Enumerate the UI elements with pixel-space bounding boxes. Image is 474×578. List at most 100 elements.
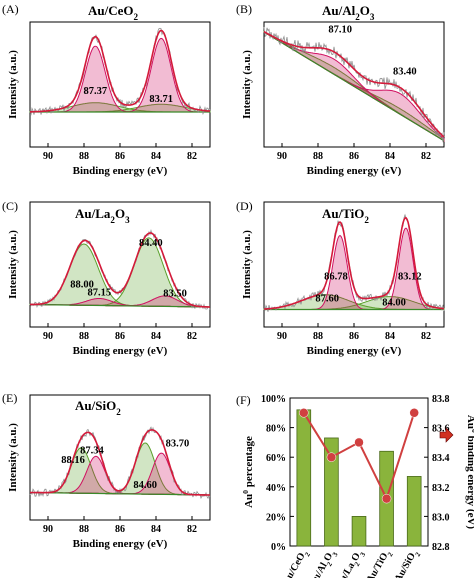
peak-label: 88.16 [61, 455, 85, 466]
y-right-tick-label: 82.8 [432, 542, 450, 553]
plot-frame [29, 21, 211, 148]
x-tick-label: 84 [385, 151, 395, 162]
peak-label: 83.50 [163, 288, 187, 299]
y-axis-label: Intensity (a.u.) [241, 50, 253, 119]
y-left-tick-label: 100% [261, 394, 286, 405]
x-tick-label: 90 [43, 151, 53, 162]
x-tick-label: 88 [79, 331, 89, 342]
y-right-axis-label: Au0 binding energy (eV) [465, 415, 474, 529]
spectrum-panel-4: 90 88 86 84 82 Binding energy (eV) Intensity (… [236, 199, 445, 357]
x-tick-label: 82 [187, 151, 197, 162]
peak-label: 83.71 [149, 94, 173, 105]
panel-letter: (F) [236, 393, 251, 407]
peak-label: 86.78 [324, 272, 348, 283]
x-tick-label: 90 [43, 524, 53, 535]
category-label: Au/SiO2 [393, 548, 423, 578]
x-tick-label: 90 [277, 151, 287, 162]
y-axis-label: Intensity (a.u.) [7, 50, 19, 119]
x-tick-label: 82 [187, 524, 197, 535]
peak-label: 87.34 [80, 445, 104, 456]
panel-title: Au/La2O3 [75, 206, 130, 225]
y-left-tick-label: 60% [266, 453, 286, 464]
x-axis-label: Binding energy (eV) [307, 345, 402, 357]
y-left-tick-label: 20% [266, 512, 286, 523]
envelope-fit [30, 29, 211, 113]
y-left-axis-label: Au0 percentage [241, 436, 256, 508]
peak-label: 87.10 [328, 24, 352, 35]
x-tick-label: 90 [43, 331, 53, 342]
y-right-tick-label: 83.6 [432, 424, 450, 435]
spectrum-panel-1: 90 88 86 84 82 Binding energy (eV) Intensity (… [2, 2, 211, 177]
x-tick-label: 86 [115, 524, 125, 535]
x-tick-label: 84 [151, 151, 161, 162]
x-tick-label: 86 [349, 151, 359, 162]
envelope-fit [263, 30, 445, 138]
spectrum-panel-3: 90 88 86 84 82 Binding energy (eV) Intensity (… [2, 199, 211, 357]
y-right-tick-label: 83.4 [432, 453, 450, 464]
spectrum-panel-5: 90 88 86 84 82 Binding energy (eV) Intensity (… [2, 391, 211, 550]
x-tick-label: 82 [421, 151, 431, 162]
x-tick-label: 90 [277, 331, 287, 342]
x-tick-label: 86 [349, 331, 359, 342]
x-tick-label: 84 [151, 524, 161, 535]
x-tick-label: 88 [313, 331, 323, 342]
panel-title: Au/SiO2 [75, 398, 121, 417]
bar [324, 437, 339, 547]
x-tick-label: 86 [115, 151, 125, 162]
background-line [29, 303, 211, 308]
peak-label: 83.40 [393, 67, 417, 78]
bar [351, 516, 367, 547]
y-axis-label: Intensity (a.u.) [241, 230, 253, 299]
binding-energy-point [354, 437, 364, 448]
bar [296, 409, 312, 547]
x-tick-label: 88 [79, 151, 89, 162]
peak-label: 84.00 [382, 298, 406, 309]
panel-letter: (B) [236, 2, 252, 16]
x-axis-label: Binding energy (eV) [307, 165, 402, 177]
right-arrow-icon [439, 427, 454, 443]
y-left-tick-label: 0% [271, 542, 286, 553]
panel-letter: (E) [2, 391, 17, 405]
x-tick-label: 84 [385, 331, 395, 342]
peak-label: 84.60 [133, 480, 157, 491]
panel-title: Au/CeO2 [88, 3, 139, 22]
peak-label: 83.70 [166, 438, 190, 449]
category-label: Au/TiO2 [365, 548, 395, 578]
peak-label: 83.12 [398, 272, 422, 283]
x-axis-label: Binding energy (eV) [73, 345, 168, 357]
peak-label: 88.00 [70, 279, 94, 290]
y-right-tick-label: 83.0 [432, 512, 450, 523]
y-axis-label: Intensity (a.u.) [7, 230, 19, 299]
envelope-fit [30, 429, 210, 496]
panel-title: Au/TiO2 [322, 206, 369, 225]
panel-title: Au/Al2O3 [322, 3, 375, 22]
peak-label: 87.15 [87, 287, 111, 298]
peak-label: 87.37 [84, 86, 108, 97]
binding-energy-point [326, 452, 337, 462]
plot-frame [29, 394, 211, 521]
binding-energy-point [409, 408, 419, 418]
envelope-fit [30, 232, 210, 308]
x-tick-label: 82 [187, 331, 197, 342]
background-line [263, 31, 445, 142]
panel-letter: (D) [236, 199, 253, 213]
x-axis-label: Binding energy (eV) [73, 165, 168, 177]
x-tick-label: 88 [79, 524, 89, 535]
x-tick-label: 86 [115, 331, 125, 342]
y-right-tick-label: 83.8 [432, 394, 450, 405]
binding-energy-point [381, 493, 392, 504]
y-left-tick-label: 40% [266, 483, 286, 494]
background-line [29, 491, 211, 496]
spectrum-panel-2: 90 88 86 84 82 Binding energy (eV) Intensity (… [236, 2, 445, 177]
y-right-tick-label: 83.2 [432, 483, 450, 494]
x-tick-label: 82 [421, 331, 431, 342]
x-tick-label: 88 [313, 151, 323, 162]
envelope-fit [264, 216, 445, 310]
x-tick-label: 84 [151, 331, 161, 342]
peak-label: 87.60 [315, 294, 339, 305]
category-label: Au/La2O3 [334, 548, 367, 578]
binding-energy-point [299, 408, 309, 418]
category-label: Au/Al2O3 [307, 548, 340, 578]
x-axis-label: Binding energy (eV) [73, 538, 168, 550]
